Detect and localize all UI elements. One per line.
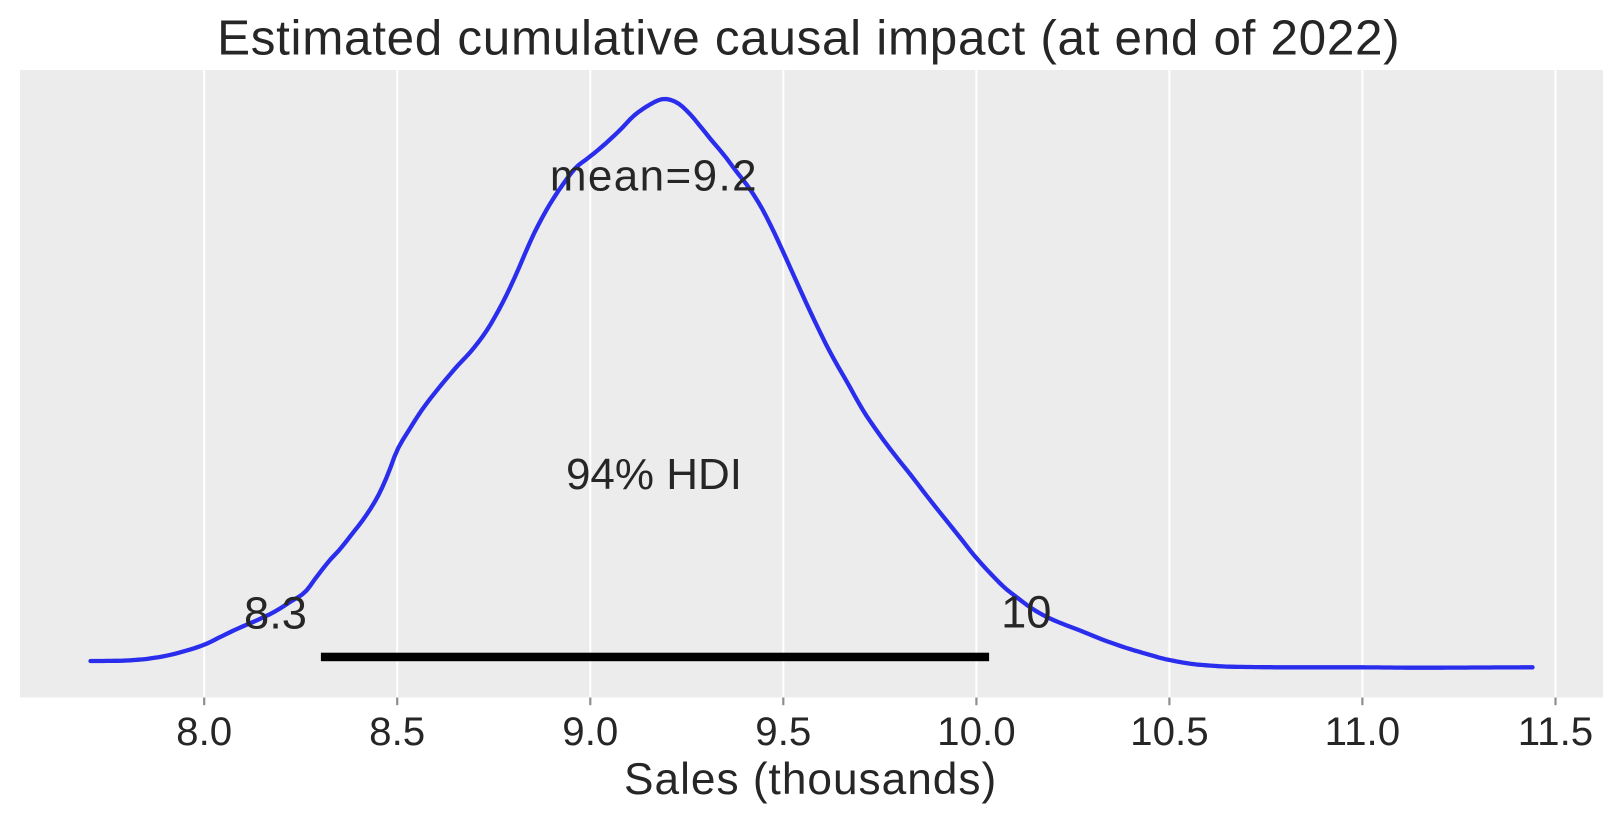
svg-text:10.0: 10.0 bbox=[937, 709, 1015, 754]
svg-text:9.5: 9.5 bbox=[755, 709, 811, 754]
svg-text:Sales (thousands): Sales (thousands) bbox=[624, 755, 997, 804]
svg-text:11.5: 11.5 bbox=[1518, 709, 1593, 754]
svg-text:94% HDI: 94% HDI bbox=[566, 450, 742, 499]
svg-text:Estimated cumulative causal im: Estimated cumulative causal impact (at e… bbox=[217, 11, 1400, 66]
svg-text:10: 10 bbox=[1001, 586, 1051, 637]
svg-text:8.5: 8.5 bbox=[369, 709, 425, 754]
svg-text:mean=9.2: mean=9.2 bbox=[550, 152, 758, 201]
svg-text:8.3: 8.3 bbox=[244, 588, 307, 639]
svg-text:10.5: 10.5 bbox=[1130, 709, 1208, 754]
svg-text:11.0: 11.0 bbox=[1325, 709, 1400, 754]
svg-text:8.0: 8.0 bbox=[176, 709, 232, 754]
svg-text:9.0: 9.0 bbox=[562, 709, 618, 754]
